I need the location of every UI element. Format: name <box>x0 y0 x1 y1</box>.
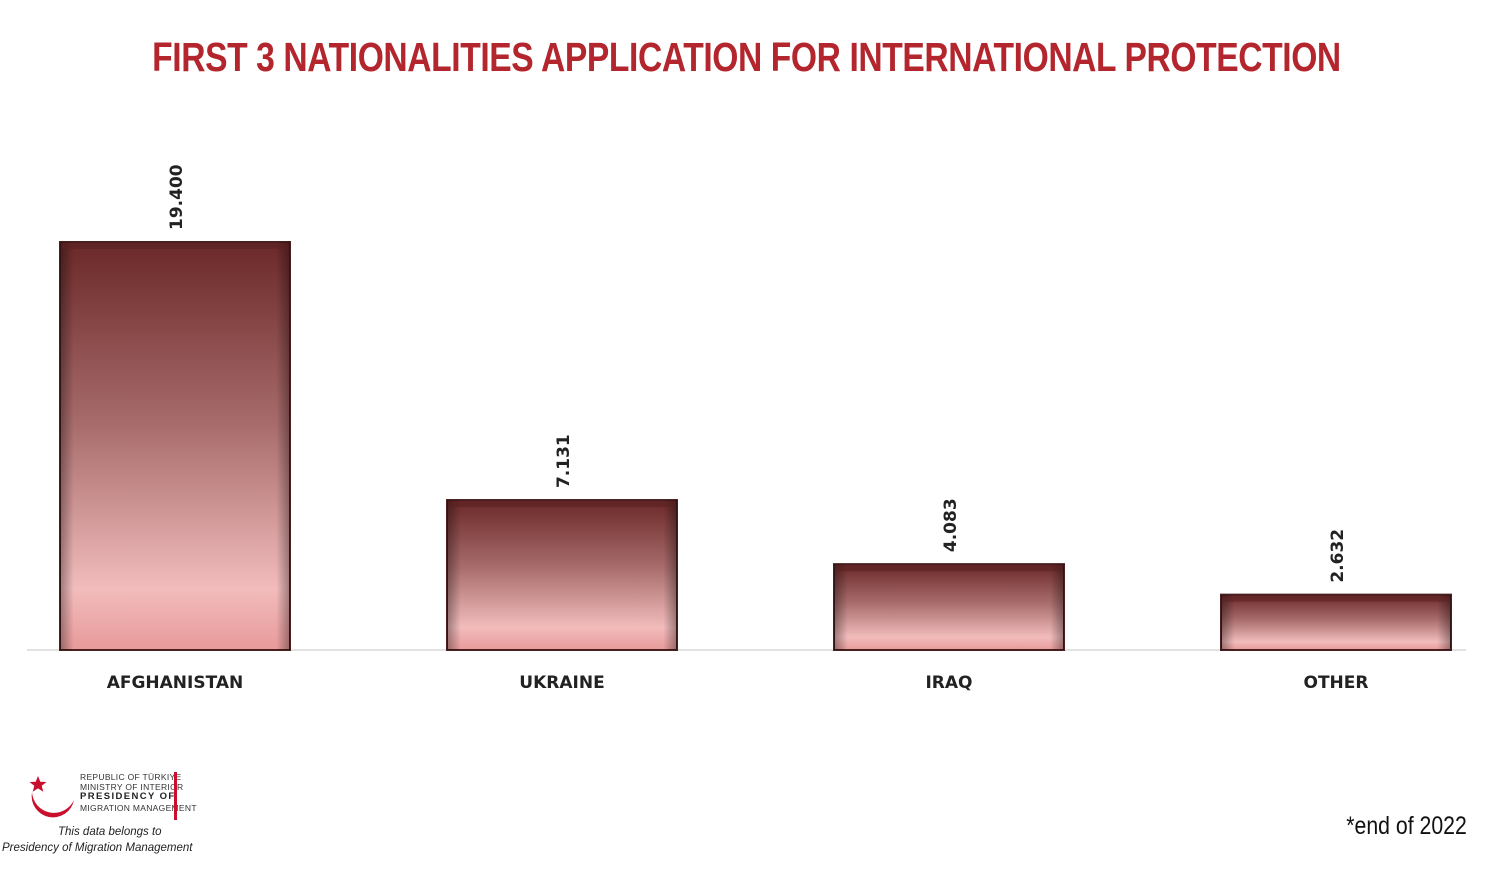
ownership-line-1: This data belongs to <box>58 826 162 838</box>
bar-top-edge-ukraine <box>449 501 675 508</box>
logo-line-4: MIGRATION MANAGEMENT <box>80 802 197 813</box>
chart-title: FIRST 3 NATIONALITIES APPLICATION FOR IN… <box>152 34 1341 80</box>
logo-divider <box>174 772 177 820</box>
value-label-iraq: 4.083 <box>941 498 961 552</box>
value-label-afghanistan: 19.400 <box>167 164 187 230</box>
date-footnote: *end of 2022 <box>1346 812 1467 840</box>
logo-line-2: MINISTRY OF INTERIOR <box>80 782 184 793</box>
bar-shade-ukraine <box>447 500 677 650</box>
value-label-ukraine: 7.131 <box>554 434 574 488</box>
category-label-other: OTHER <box>1304 673 1369 693</box>
bar-top-edge-afghanistan <box>62 243 288 249</box>
bar-top-edge-iraq <box>836 565 1062 572</box>
ministry-logo: REPUBLIC OF TÜRKIYE MINISTRY OF INTERIOR… <box>26 770 197 822</box>
logo-line-1: REPUBLIC OF TÜRKIYE <box>80 772 182 782</box>
bar-shade-other <box>1221 594 1451 650</box>
value-label-other: 2.632 <box>1328 529 1348 583</box>
logo-line-3: PRESIDENCY OF <box>80 791 176 803</box>
bar-shade-afghanistan <box>60 242 290 650</box>
bar-top-edge-other <box>1223 595 1449 602</box>
data-ownership-note: This data belongs to Presidency of Migra… <box>0 824 200 856</box>
ownership-line-2: Presidency of Migration Management <box>2 842 193 854</box>
logo-text: REPUBLIC OF TÜRKIYE MINISTRY OF INTERIOR… <box>80 772 197 813</box>
category-label-iraq: IRAQ <box>925 673 972 693</box>
bar-shade-iraq <box>834 564 1064 650</box>
category-label-ukraine: UKRAINE <box>519 673 604 693</box>
crescent-star-icon <box>29 776 74 818</box>
category-label-afghanistan: AFGHANISTAN <box>107 673 244 693</box>
bar-chart: 19.400 AFGHANISTAN 7.131 UKRAINE 4.083 IRAQ 2.… <box>27 164 1466 693</box>
